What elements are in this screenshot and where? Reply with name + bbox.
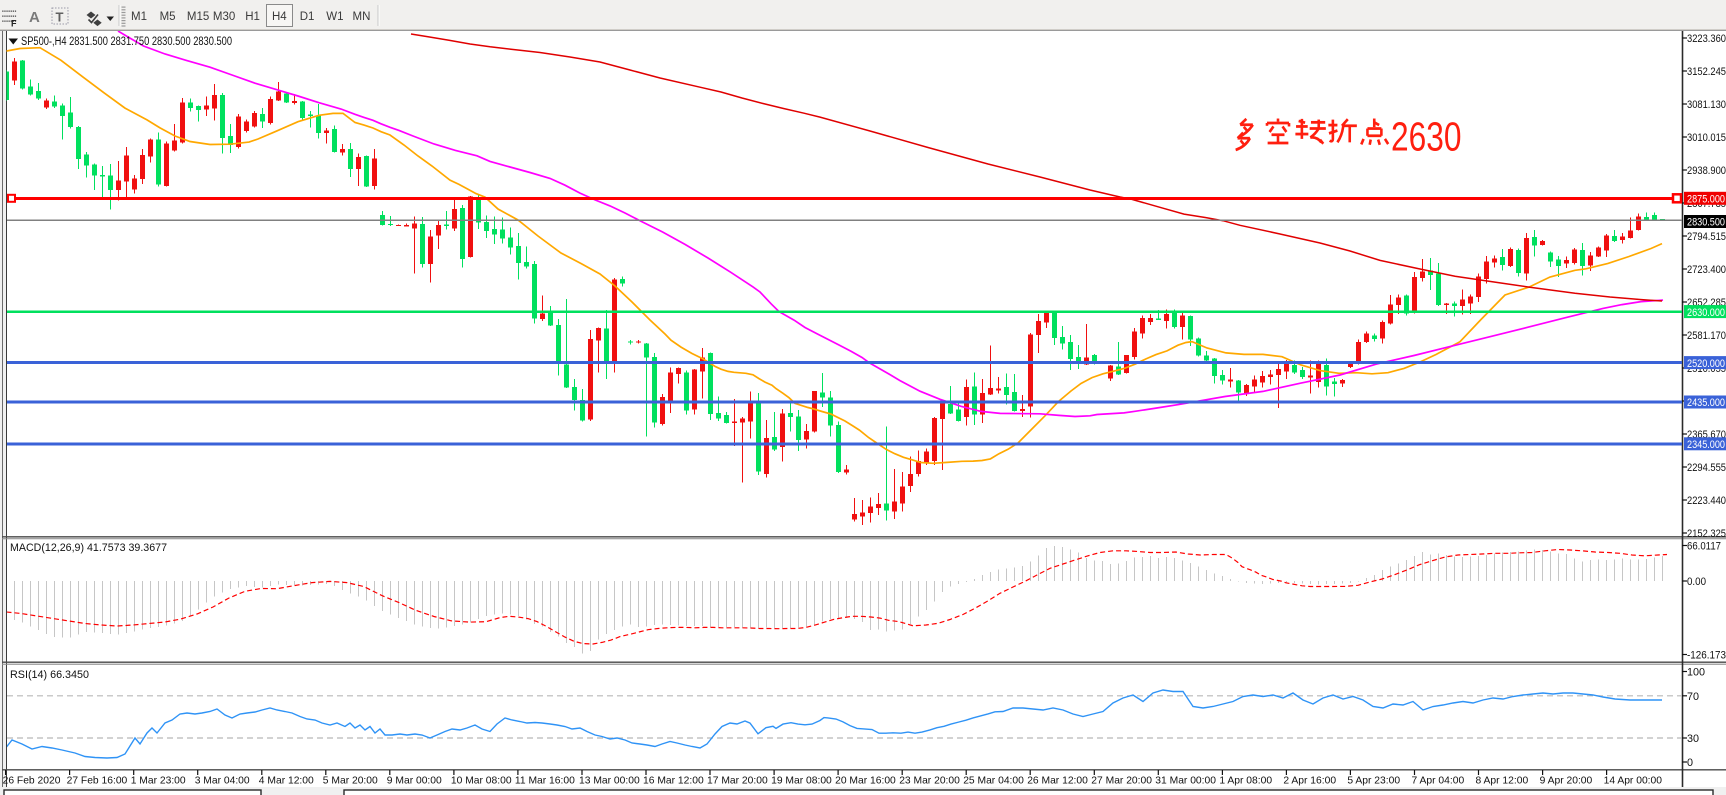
svg-text:3081.130: 3081.130 <box>1687 99 1726 111</box>
svg-text:2630.000: 2630.000 <box>1687 307 1725 319</box>
svg-text:26 Mar 12:00: 26 Mar 12:00 <box>1027 776 1088 787</box>
svg-text:H1: H1 <box>245 11 260 23</box>
svg-text:M30: M30 <box>213 11 235 23</box>
svg-text:2 Apr 16:00: 2 Apr 16:00 <box>1283 776 1336 787</box>
svg-text:0: 0 <box>1687 757 1693 769</box>
svg-text:2223.440: 2223.440 <box>1687 495 1726 507</box>
svg-text:T: T <box>56 10 64 25</box>
svg-text:20 Mar 16:00: 20 Mar 16:00 <box>835 776 896 787</box>
svg-text:19 Mar 08:00: 19 Mar 08:00 <box>771 776 832 787</box>
svg-text:2630: 2630 <box>1391 114 1462 160</box>
svg-text:2520.000: 2520.000 <box>1687 358 1725 370</box>
svg-text:D1: D1 <box>300 11 315 23</box>
svg-text:MN: MN <box>353 11 371 23</box>
svg-text:M5: M5 <box>160 11 176 23</box>
svg-text:17 Mar 20:00: 17 Mar 20:00 <box>707 776 768 787</box>
svg-text:31 Mar 00:00: 31 Mar 00:00 <box>1155 776 1216 787</box>
svg-text:13 Mar 00:00: 13 Mar 00:00 <box>579 776 640 787</box>
svg-text:5 Mar 20:00: 5 Mar 20:00 <box>323 776 378 787</box>
svg-text:RSI(14) 66.3450: RSI(14) 66.3450 <box>10 669 89 681</box>
svg-text:-126.173: -126.173 <box>1687 650 1726 662</box>
svg-text:H4: H4 <box>272 11 287 23</box>
svg-text:2938.900: 2938.900 <box>1687 165 1726 177</box>
svg-text:66.0117: 66.0117 <box>1687 541 1721 553</box>
svg-text:27 Feb 16:00: 27 Feb 16:00 <box>67 776 128 787</box>
svg-text:2435.000: 2435.000 <box>1687 397 1725 409</box>
svg-text:MACD(12,26,9) 41.7573 39.3677: MACD(12,26,9) 41.7573 39.3677 <box>10 542 167 554</box>
svg-text:26 Feb 2020: 26 Feb 2020 <box>3 776 61 787</box>
svg-text:4 Mar 12:00: 4 Mar 12:00 <box>259 776 314 787</box>
svg-text:100: 100 <box>1687 667 1705 679</box>
svg-text:A: A <box>29 9 40 26</box>
svg-text:3223.360: 3223.360 <box>1687 33 1726 45</box>
svg-text:27 Mar 20:00: 27 Mar 20:00 <box>1091 776 1152 787</box>
svg-text:9 Mar 00:00: 9 Mar 00:00 <box>387 776 442 787</box>
svg-text:3010.015: 3010.015 <box>1687 132 1726 144</box>
svg-text:16 Mar 12:00: 16 Mar 12:00 <box>643 776 704 787</box>
svg-text:1 Mar 23:00: 1 Mar 23:00 <box>131 776 186 787</box>
svg-text:70: 70 <box>1687 691 1699 703</box>
svg-text:5 Apr 23:00: 5 Apr 23:00 <box>1347 776 1400 787</box>
svg-text:M15: M15 <box>187 11 209 23</box>
svg-text:7 Apr 04:00: 7 Apr 04:00 <box>1412 776 1465 787</box>
svg-text:SP500-,H4 2831.500 2831.750 2: SP500-,H4 2831.500 2831.750 2830.500 283… <box>21 36 232 48</box>
svg-text:W1: W1 <box>326 11 343 23</box>
svg-text:2294.555: 2294.555 <box>1687 462 1726 474</box>
svg-text:2581.170: 2581.170 <box>1687 330 1726 342</box>
svg-text:2345.000: 2345.000 <box>1687 439 1725 451</box>
svg-text:0.00: 0.00 <box>1687 576 1706 588</box>
svg-text:2794.515: 2794.515 <box>1687 231 1726 243</box>
svg-text:30: 30 <box>1687 733 1699 745</box>
svg-text:2152.325: 2152.325 <box>1687 528 1726 540</box>
svg-text:8 Apr 12:00: 8 Apr 12:00 <box>1476 776 1529 787</box>
svg-text:2723.400: 2723.400 <box>1687 264 1726 276</box>
svg-text:2830.500: 2830.500 <box>1687 217 1725 229</box>
svg-text:25 Mar 04:00: 25 Mar 04:00 <box>963 776 1024 787</box>
svg-text:F: F <box>11 19 17 29</box>
svg-text:11 Mar 16:00: 11 Mar 16:00 <box>515 776 575 787</box>
svg-text:2875.000: 2875.000 <box>1687 194 1725 206</box>
svg-text:14 Apr 00:00: 14 Apr 00:00 <box>1604 776 1663 787</box>
svg-text:3152.245: 3152.245 <box>1687 66 1726 78</box>
svg-text:23 Mar 20:00: 23 Mar 20:00 <box>899 776 960 787</box>
svg-text:3 Mar 04:00: 3 Mar 04:00 <box>195 776 250 787</box>
svg-text:9 Apr 20:00: 9 Apr 20:00 <box>1540 776 1593 787</box>
svg-text:10 Mar 08:00: 10 Mar 08:00 <box>451 776 512 787</box>
svg-text:M1: M1 <box>131 11 147 23</box>
svg-text:1 Apr 08:00: 1 Apr 08:00 <box>1219 776 1272 787</box>
